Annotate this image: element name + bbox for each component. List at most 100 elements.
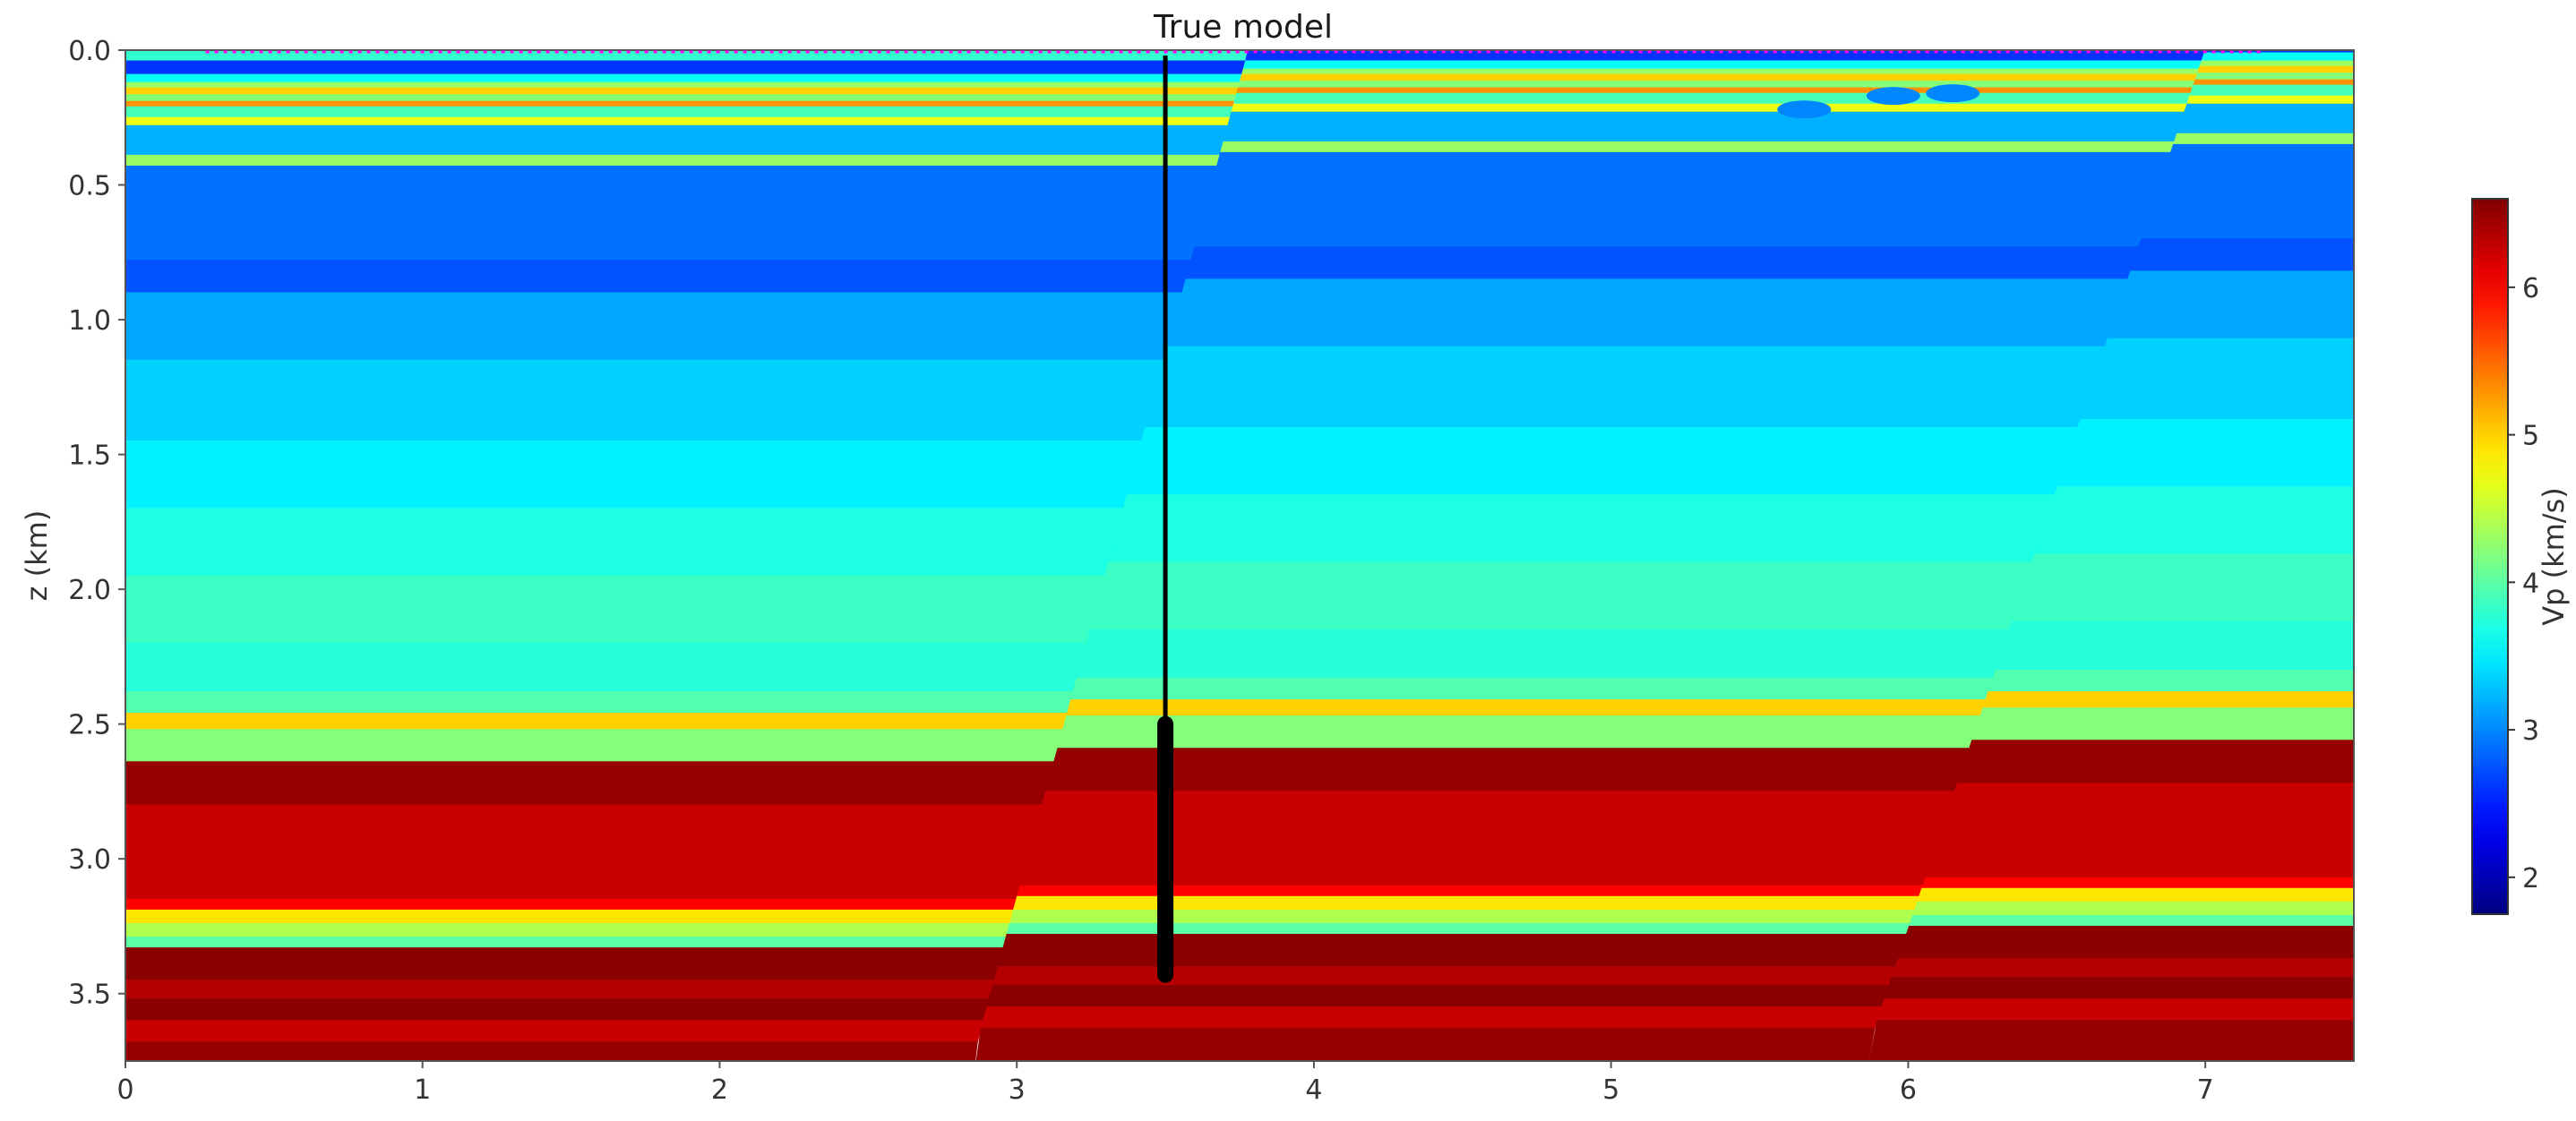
velocity-layer — [2186, 95, 2354, 105]
velocity-layer — [125, 50, 1248, 62]
velocity-layer — [2205, 23, 2383, 39]
x-tick-label: 1 — [414, 1074, 431, 1106]
y-tick-label: 0.5 — [68, 171, 111, 202]
velocity-layer — [1995, 620, 2354, 671]
x-tick-label: 2 — [711, 1074, 728, 1106]
velocity-layer — [2201, 52, 2354, 62]
velocity-layer — [125, 575, 1106, 644]
velocity-layer — [1045, 748, 1971, 792]
velocity-layer — [125, 729, 1064, 763]
velocity-layers — [125, 23, 2383, 1061]
velocity-layer — [2176, 103, 2354, 134]
y-axis-label: z (km) — [20, 510, 54, 602]
velocity-layer — [125, 260, 1192, 294]
velocity-layer — [125, 73, 1243, 83]
velocity-layer — [1237, 81, 2196, 89]
velocity-layer — [1876, 998, 2354, 1022]
velocity-layer — [125, 761, 1055, 806]
velocity-layer — [125, 804, 1043, 900]
velocity-inclusions — [1777, 84, 1980, 119]
colorbar-tick-label: 3 — [2522, 715, 2539, 747]
velocity-inclusion — [1926, 84, 1980, 103]
y-tick-label: 2.0 — [68, 575, 111, 606]
x-tick-label: 5 — [1602, 1074, 1619, 1106]
colorbar-tick-label: 4 — [2522, 568, 2539, 599]
velocity-layer — [1971, 707, 2354, 741]
velocity-inclusion — [1777, 100, 1832, 119]
colorbar-label: Vp (km/s) — [2537, 487, 2571, 626]
velocity-layer — [1911, 901, 2354, 916]
x-axis-ticks: 0 1 2 3 4 5 6 7 — [116, 1061, 2214, 1106]
velocity-layer — [125, 81, 1241, 89]
velocity-layer — [2034, 486, 2354, 555]
velocity-layer — [125, 292, 1183, 361]
velocity-layer — [1012, 895, 1920, 911]
velocity-layer — [2193, 79, 2354, 86]
velocity-layer — [2172, 133, 2354, 145]
velocity-layer — [1126, 427, 2079, 496]
velocity-layer — [1006, 923, 1911, 935]
velocity-layer — [125, 87, 1240, 96]
colorbar — [2471, 198, 2509, 915]
colorbar-tick-label: 6 — [2522, 273, 2539, 304]
velocity-layer — [125, 508, 1124, 577]
velocity-layer — [1249, 23, 2206, 47]
x-tick-label: 7 — [2197, 1074, 2214, 1106]
velocity-layer — [125, 166, 1218, 261]
x-tick-label: 4 — [1305, 1074, 1322, 1106]
x-tick-label: 6 — [1900, 1074, 1917, 1106]
plot-frame — [125, 49, 2355, 1062]
velocity-layer — [125, 642, 1087, 692]
velocity-layer — [1897, 926, 2354, 960]
velocity-layer — [997, 934, 1908, 968]
velocity-layer — [1070, 678, 1994, 701]
velocity-layer — [1917, 887, 2354, 903]
velocity-layer — [992, 966, 1896, 987]
chart-title: True model — [1153, 9, 1333, 46]
velocity-layer — [2011, 553, 2354, 622]
velocity-inclusion — [1866, 87, 1920, 106]
velocity-layer — [125, 691, 1074, 715]
velocity-layer — [986, 985, 1890, 1008]
velocity-layer — [1220, 141, 2176, 153]
velocity-layer — [125, 154, 1221, 167]
velocity-layer — [125, 100, 1235, 107]
velocity-layer — [2199, 60, 2354, 67]
velocity-layer — [1166, 278, 2129, 347]
velocity-layer — [1236, 87, 2194, 94]
velocity-layer — [125, 937, 1007, 949]
velocity-layer — [2130, 238, 2354, 272]
velocity-layer — [1232, 92, 2192, 105]
velocity-layer — [1884, 977, 2354, 1000]
velocity-layer — [125, 441, 1143, 509]
velocity-layer — [125, 898, 1018, 911]
y-tick-label: 2.5 — [68, 710, 111, 741]
velocity-layer — [125, 980, 995, 1000]
velocity-layer — [1089, 561, 2033, 630]
velocity-layer — [1009, 909, 1916, 924]
velocity-layer — [1925, 783, 2354, 878]
velocity-layer — [2057, 419, 2354, 488]
velocity-layer — [125, 124, 1229, 156]
velocity-layer — [1982, 691, 2354, 709]
velocity-layer — [1066, 699, 1987, 717]
velocity-layer — [125, 1020, 984, 1043]
velocity-layer — [2189, 84, 2354, 97]
velocity-layer — [2107, 270, 2354, 339]
velocity-layer — [125, 116, 1232, 126]
colorbar-tick-label: 2 — [2522, 863, 2539, 894]
velocity-layer — [1241, 68, 2200, 75]
velocity-layer — [125, 713, 1069, 731]
y-tick-label: 3.0 — [68, 844, 111, 876]
y-axis-ticks: 0.0 0.5 1.0 1.5 2.0 2.5 3.0 3.5 — [68, 36, 125, 1011]
velocity-layer — [975, 1028, 1876, 1061]
y-tick-label: 1.5 — [68, 441, 111, 472]
y-tick-label: 3.5 — [68, 980, 111, 1011]
velocity-layer — [125, 94, 1238, 102]
velocity-layer — [125, 359, 1164, 441]
velocity-layer — [2080, 338, 2354, 420]
y-tick-label: 0.0 — [68, 36, 111, 67]
velocity-layer — [1107, 494, 2056, 563]
velocity-layer — [1988, 670, 2354, 692]
